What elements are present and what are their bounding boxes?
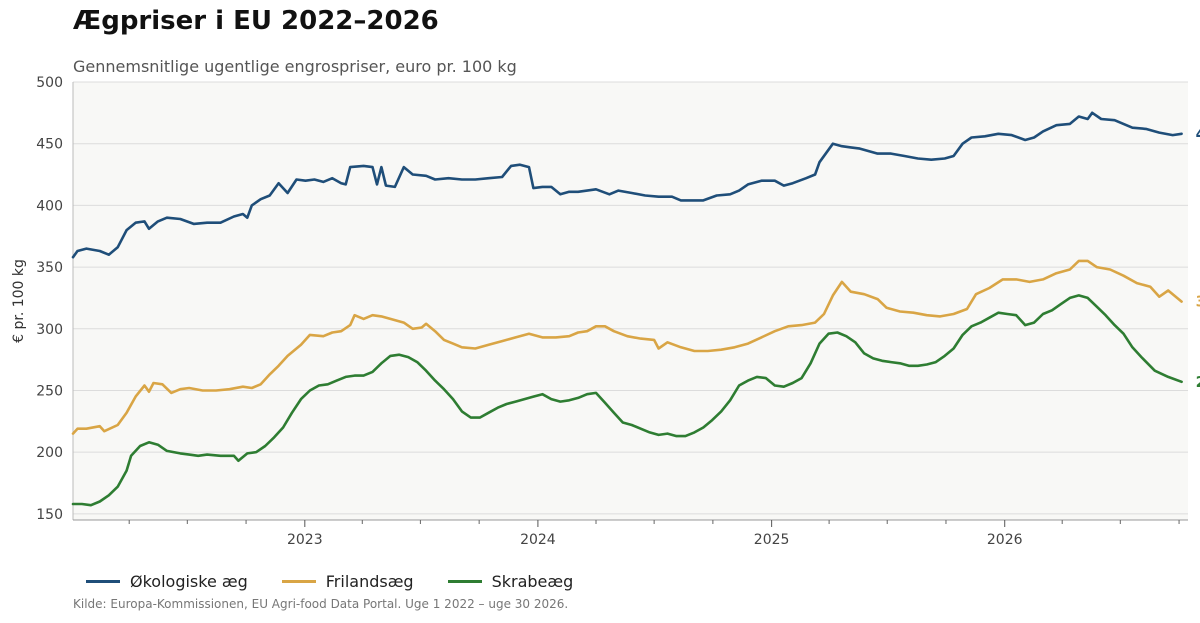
- legend-label: Skrabeæg: [491, 572, 574, 591]
- series-line-1: [71, 111, 1183, 259]
- end-value-label-3: 257: [1196, 373, 1200, 391]
- series-line-3: [71, 294, 1183, 507]
- x-tick-label: 2025: [754, 532, 790, 548]
- legend-swatch: [447, 580, 482, 583]
- y-tick-label: 200: [36, 445, 63, 461]
- y-tick-label: 350: [36, 260, 63, 276]
- legend-swatch: [86, 580, 120, 583]
- source-note: Kilde: Europa-Kommissionen, EU Agri-food…: [73, 597, 569, 611]
- y-axis-title: € pr. 100 kg: [11, 259, 27, 343]
- legend-label: Frilandsæg: [325, 572, 414, 591]
- x-tick-label: 2023: [287, 532, 323, 548]
- chart-subtitle: Gennemsnitlige ugentlige engrospriser, e…: [73, 57, 517, 76]
- series-line-2: [71, 259, 1183, 435]
- y-tick-label: 300: [36, 322, 63, 338]
- y-tick-label: 150: [36, 507, 63, 523]
- end-value-label-2: 322: [1196, 293, 1200, 311]
- legend: Økologiske æg Frilandsæg Skrabeæg: [86, 572, 573, 591]
- legend-item-3: Skrabeæg: [447, 572, 574, 591]
- x-tick-label: 2026: [987, 532, 1023, 548]
- chart-title: Ægpriser i EU 2022–2026: [73, 6, 439, 36]
- y-tick-label: 500: [36, 75, 63, 91]
- x-tick-label: 2024: [520, 532, 556, 548]
- legend-item-2: Frilandsæg: [281, 572, 414, 591]
- legend-swatch: [281, 580, 316, 583]
- legend-item-1: Økologiske æg: [86, 572, 248, 591]
- y-tick-label: 450: [36, 137, 63, 153]
- end-value-label-1: 458: [1196, 125, 1200, 143]
- y-tick-label: 250: [36, 383, 63, 399]
- plot-area: [73, 82, 1188, 520]
- y-tick-label: 400: [36, 198, 63, 214]
- legend-label: Økologiske æg: [130, 572, 248, 591]
